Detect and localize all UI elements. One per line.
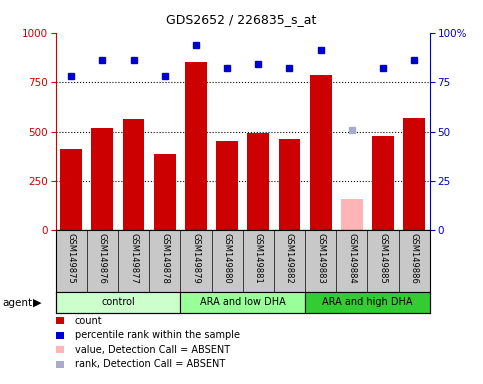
Bar — [56, 292, 180, 313]
Text: GDS2652 / 226835_s_at: GDS2652 / 226835_s_at — [166, 13, 317, 26]
Text: GSM149879: GSM149879 — [191, 233, 200, 284]
Bar — [279, 139, 300, 230]
Bar — [154, 154, 176, 230]
Bar — [123, 119, 144, 230]
Bar — [60, 149, 82, 230]
Text: GSM149877: GSM149877 — [129, 233, 138, 284]
Text: GSM149881: GSM149881 — [254, 233, 263, 284]
Text: GSM149884: GSM149884 — [347, 233, 356, 284]
Text: count: count — [75, 316, 102, 326]
Bar — [216, 141, 238, 230]
Text: rank, Detection Call = ABSENT: rank, Detection Call = ABSENT — [75, 359, 225, 369]
Text: GSM149878: GSM149878 — [160, 233, 169, 284]
Text: GSM149885: GSM149885 — [379, 233, 387, 284]
Bar — [372, 136, 394, 230]
Text: ▶: ▶ — [33, 298, 42, 308]
Text: ARA and low DHA: ARA and low DHA — [200, 297, 285, 308]
Text: GSM149876: GSM149876 — [98, 233, 107, 284]
Text: value, Detection Call = ABSENT: value, Detection Call = ABSENT — [75, 345, 230, 355]
Bar — [247, 132, 269, 230]
Text: GSM149886: GSM149886 — [410, 233, 419, 284]
Text: ARA and high DHA: ARA and high DHA — [322, 297, 413, 308]
Text: percentile rank within the sample: percentile rank within the sample — [75, 330, 240, 340]
Text: GSM149882: GSM149882 — [285, 233, 294, 284]
Bar — [341, 199, 363, 230]
Text: control: control — [101, 297, 135, 308]
Text: GSM149880: GSM149880 — [223, 233, 232, 284]
Bar — [91, 127, 113, 230]
Bar — [185, 62, 207, 230]
Text: GSM149875: GSM149875 — [67, 233, 76, 284]
Bar — [180, 292, 305, 313]
Bar — [305, 292, 430, 313]
Text: agent: agent — [2, 298, 32, 308]
Text: GSM149883: GSM149883 — [316, 233, 325, 284]
Bar — [403, 118, 425, 230]
Bar — [310, 75, 332, 230]
